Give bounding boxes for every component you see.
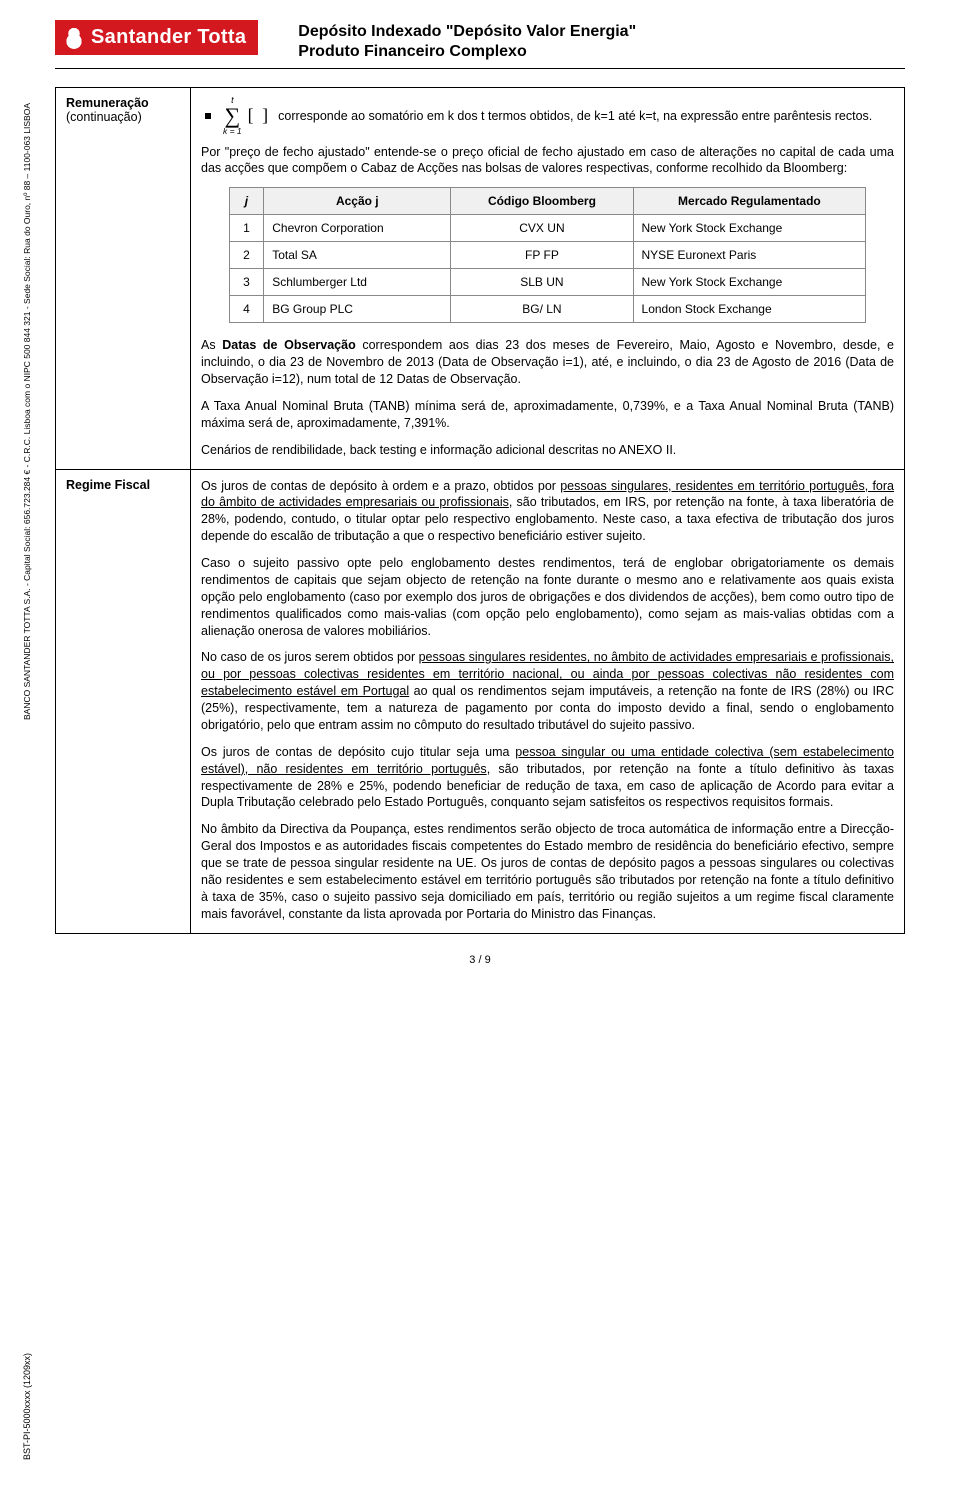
th-j: j <box>229 188 264 215</box>
regime-content: Os juros de contas de depósito à ordem e… <box>191 469 905 933</box>
sigma-symbol: ∑ <box>224 105 240 127</box>
regime-fiscal-row: Regime Fiscal Os juros de contas de depó… <box>56 469 905 933</box>
th-accao: Acção j <box>264 188 451 215</box>
regime-label-cell: Regime Fiscal <box>56 469 191 933</box>
formula-text: corresponde ao somatório em k dos t term… <box>278 109 872 123</box>
header: Santander Totta Depósito Indexado "Depós… <box>55 20 905 62</box>
regime-p5: No âmbito da Directiva da Poupança, este… <box>201 821 894 922</box>
cell-accao: BG Group PLC <box>264 296 451 323</box>
page-number: 3 / 9 <box>55 954 905 966</box>
remuneracao-p2: As Datas de Observação correspondem aos … <box>201 337 894 388</box>
table-row: 1 Chevron Corporation CVX UN New York St… <box>229 215 866 242</box>
remuneracao-p3: A Taxa Anual Nominal Bruta (TANB) mínima… <box>201 398 894 432</box>
page: Santander Totta Depósito Indexado "Depós… <box>0 0 960 996</box>
remuneracao-content: t ∑ k = 1 [ ] corresponde ao somatório e… <box>191 88 905 470</box>
th-codigo: Código Bloomberg <box>451 188 633 215</box>
sigma-lower: k = 1 <box>223 127 242 136</box>
remuneracao-p4: Cenários de rendibilidade, back testing … <box>201 442 894 459</box>
stocks-head-row: j Acção j Código Bloomberg Mercado Regul… <box>229 188 866 215</box>
summation-formula: t ∑ k = 1 [ ] corresponde ao somatório e… <box>205 96 894 136</box>
flame-icon <box>63 27 85 49</box>
brand-name: Santander Totta <box>91 26 246 49</box>
cell-mercado: London Stock Exchange <box>633 296 866 323</box>
sigma-block: t ∑ k = 1 <box>223 96 242 136</box>
table-row: 2 Total SA FP FP NYSE Euronext Paris <box>229 242 866 269</box>
cell-mercado: New York Stock Exchange <box>633 269 866 296</box>
bullet-icon <box>205 113 211 119</box>
cell-accao: Schlumberger Ltd <box>264 269 451 296</box>
remuneracao-row: Remuneração (continuação) t ∑ k = 1 [ ] … <box>56 88 905 470</box>
cell-j: 2 <box>229 242 264 269</box>
remuneracao-label: Remuneração <box>66 96 149 110</box>
brackets: [ ] <box>248 105 271 126</box>
cell-j: 3 <box>229 269 264 296</box>
table-row: 3 Schlumberger Ltd SLB UN New York Stock… <box>229 269 866 296</box>
th-mercado: Mercado Regulamentado <box>633 188 866 215</box>
cell-codigo: FP FP <box>451 242 633 269</box>
regime-label: Regime Fiscal <box>66 478 150 492</box>
header-divider <box>55 68 905 69</box>
remuneracao-p1: Por "preço de fecho ajustado" entende-se… <box>201 144 894 178</box>
stocks-table: j Acção j Código Bloomberg Mercado Regul… <box>229 187 867 323</box>
vertical-legal-text: BANCO SANTANDER TOTTA S.A. - Capital Soc… <box>22 103 32 720</box>
cell-codigo: CVX UN <box>451 215 633 242</box>
remuneracao-label-sub: (continuação) <box>66 110 142 124</box>
cell-j: 4 <box>229 296 264 323</box>
regime-p1: Os juros de contas de depósito à ordem e… <box>201 478 894 546</box>
cell-accao: Chevron Corporation <box>264 215 451 242</box>
table-row: 4 BG Group PLC BG/ LN London Stock Excha… <box>229 296 866 323</box>
regime-p4: Os juros de contas de depósito cujo titu… <box>201 744 894 812</box>
cell-mercado: New York Stock Exchange <box>633 215 866 242</box>
cell-codigo: SLB UN <box>451 269 633 296</box>
brand-logo: Santander Totta <box>55 20 258 55</box>
vertical-form-code: BST-PI-5000xxxx (1209xx) <box>22 1353 32 1460</box>
cell-mercado: NYSE Euronext Paris <box>633 242 866 269</box>
regime-p3: No caso de os juros serem obtidos por pe… <box>201 649 894 733</box>
cell-j: 1 <box>229 215 264 242</box>
cell-accao: Total SA <box>264 242 451 269</box>
remuneracao-label-cell: Remuneração (continuação) <box>56 88 191 470</box>
document-title: Depósito Indexado "Depósito Valor Energi… <box>298 20 636 62</box>
content-table: Remuneração (continuação) t ∑ k = 1 [ ] … <box>55 87 905 934</box>
title-line-2: Produto Financeiro Complexo <box>298 42 636 62</box>
title-line-1: Depósito Indexado "Depósito Valor Energi… <box>298 22 636 42</box>
regime-p2: Caso o sujeito passivo opte pelo engloba… <box>201 555 894 639</box>
cell-codigo: BG/ LN <box>451 296 633 323</box>
